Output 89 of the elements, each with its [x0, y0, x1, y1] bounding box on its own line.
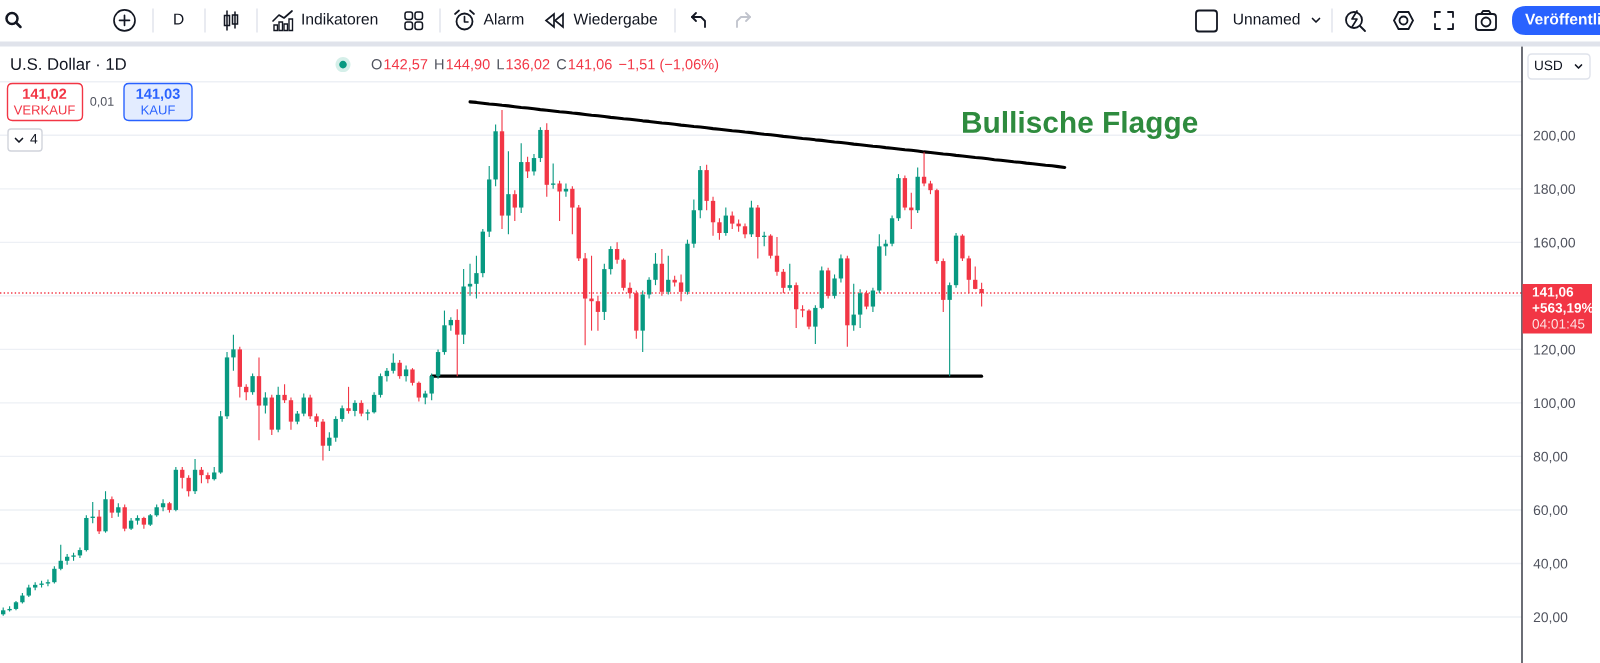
candlestick [832, 273, 837, 300]
annotation: VERKAUF [13, 105, 75, 115]
candlestick [122, 504, 127, 532]
annotation: 0,01 [90, 97, 114, 108]
candlestick [646, 276, 652, 300]
candlestick [397, 359, 402, 380]
candlestick [563, 182, 569, 198]
annotation: KAUF [141, 105, 175, 115]
annotation: Bullische Flagge [963, 111, 1198, 139]
candlestick [857, 288, 863, 329]
annotation: 141,02 [23, 88, 67, 102]
candlestick [813, 304, 818, 345]
candlestick [531, 153, 537, 176]
candlestick [429, 372, 434, 401]
candlestick [774, 236, 780, 277]
text: Wiedergabe [573, 13, 658, 28]
candlestick [64, 553, 70, 566]
candlestick [263, 391, 268, 415]
annotation: 144,90 [446, 59, 490, 72]
annotation: 136,02 [506, 59, 550, 72]
annotation: 142,57 [384, 59, 428, 72]
candlestick [838, 253, 844, 284]
text: Alarm [483, 13, 524, 25]
text: Indikatoren [302, 13, 378, 25]
y-tick-label: 120,00 [1534, 344, 1576, 357]
annotation: 141,06 [568, 59, 612, 72]
candlestick [327, 431, 332, 452]
y-tick-label: 60,00 [1533, 505, 1568, 517]
y-tick-label: 40,00 [1533, 558, 1568, 571]
annotation: −1,51 (−1,06%) [619, 58, 719, 73]
candlestick [333, 415, 338, 443]
candlestick [45, 578, 51, 587]
candlestick [416, 380, 422, 403]
candlestick [474, 255, 479, 300]
y-tick-label: 20,00 [1533, 612, 1568, 624]
candlestick [282, 383, 287, 404]
candlestick [186, 474, 191, 498]
candlestick [557, 180, 562, 222]
annotation: C [556, 59, 567, 70]
candlestick [710, 196, 716, 237]
text: Unnamed [1233, 13, 1300, 25]
text: +563,19% [1532, 303, 1594, 315]
candlestick [346, 386, 351, 415]
candlestick [666, 255, 671, 296]
text: D [174, 13, 184, 25]
candlestick [768, 233, 773, 259]
text: 04:01:45 [1532, 319, 1585, 329]
candlestick [570, 185, 575, 235]
candlestick [960, 233, 965, 262]
candlestick [595, 295, 601, 332]
candlestick [614, 241, 620, 265]
y-tick-label: 160,00 [1534, 237, 1576, 250]
y-tick-label: 180,00 [1534, 184, 1576, 196]
candlestick [180, 466, 185, 490]
candlestick [608, 245, 613, 276]
candlestick [403, 364, 409, 383]
candlestick [301, 392, 306, 417]
text: U.S. Dollar · 1D [11, 57, 126, 70]
candlestick [947, 281, 952, 377]
candlestick [455, 308, 460, 377]
candlestick [58, 544, 63, 571]
candlestick [391, 352, 396, 375]
candlestick [160, 498, 166, 512]
annotation: 141,03 [136, 88, 180, 102]
candlestick [192, 458, 198, 495]
candlestick [717, 217, 722, 241]
candlestick [288, 396, 294, 431]
text: USD [1535, 60, 1563, 71]
candlestick [250, 372, 255, 396]
candlestick [806, 308, 812, 330]
candlestick [512, 189, 517, 222]
candlestick [653, 252, 658, 286]
y-tick-label: 200,00 [1533, 130, 1576, 143]
y-tick-label: 100,00 [1534, 398, 1576, 410]
candlestick [231, 334, 236, 372]
candlestick [787, 263, 792, 292]
candlestick [378, 372, 383, 399]
annotation: O [371, 59, 382, 70]
text: Veröffentli [1525, 13, 1600, 25]
candlestick [525, 156, 530, 179]
annotation: H [435, 59, 444, 70]
candlestick [550, 162, 556, 190]
annotation: 4 [30, 134, 38, 144]
annotation: L [497, 59, 504, 70]
y-tick-label: 80,00 [1533, 451, 1568, 464]
ref-line-label: 141,06 [1532, 287, 1574, 299]
candlestick [109, 496, 115, 519]
candlestick [506, 150, 511, 235]
candlestick [870, 287, 876, 313]
